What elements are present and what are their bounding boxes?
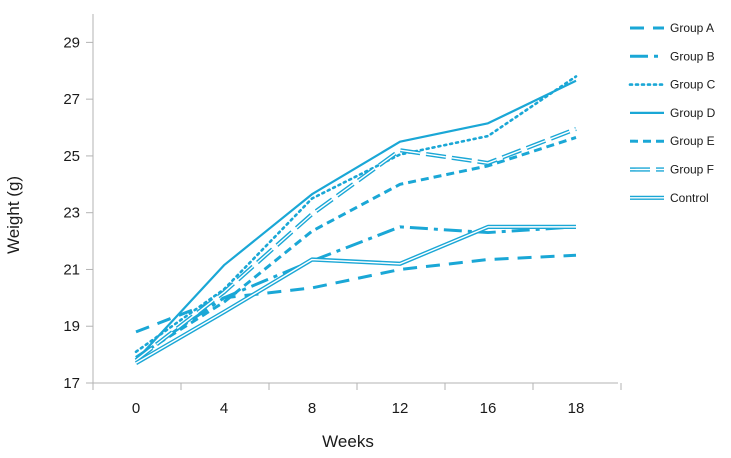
series-line-group-c xyxy=(134,75,578,354)
series-lines xyxy=(134,75,578,365)
legend-item-group-f: Group F xyxy=(630,163,714,177)
series-control xyxy=(134,224,576,365)
legend-item-control: Control xyxy=(630,191,709,205)
x-tick-label: 18 xyxy=(568,400,585,417)
legend-label: Control xyxy=(670,191,709,205)
series-group-a xyxy=(135,253,577,334)
series-group-c xyxy=(134,75,578,354)
series-line-control-inner xyxy=(135,226,576,364)
y-tick-label: 23 xyxy=(63,205,80,222)
legend-label: Group D xyxy=(670,106,716,120)
legend-item-group-b: Group B xyxy=(630,49,715,63)
y-tick-label: 27 xyxy=(63,91,80,108)
series-line-control xyxy=(134,224,576,365)
series-group-d xyxy=(135,79,577,362)
series-group-e xyxy=(135,136,577,359)
y-axis-title: Weight (g) xyxy=(4,176,23,254)
legend: Group A Group B Group C Group D Group E Group… xyxy=(628,21,716,205)
legend-label: Group B xyxy=(670,49,715,63)
series-group-b xyxy=(135,225,577,359)
y-axis-ticks: 17 19 21 23 25 27 29 xyxy=(63,34,93,392)
series-line-group-f-inner xyxy=(135,128,577,361)
x-tick-label: 8 xyxy=(308,400,316,417)
legend-item-group-c: Group C xyxy=(628,78,716,92)
legend-item-group-e: Group E xyxy=(630,134,715,148)
y-tick-label: 25 xyxy=(63,148,80,165)
x-axis-title: Weeks xyxy=(322,432,374,451)
plot-area: 17 19 21 23 25 27 29 0 4 8 12 16 18 xyxy=(63,14,622,417)
x-axis-ticks: 0 4 8 12 16 18 xyxy=(92,383,622,417)
legend-item-group-a: Group A xyxy=(630,21,714,35)
y-tick-label: 17 xyxy=(63,375,80,392)
legend-item-group-d: Group D xyxy=(630,106,716,120)
x-tick-label: 4 xyxy=(220,400,228,417)
y-tick-label: 29 xyxy=(63,34,80,51)
series-line-group-e xyxy=(135,136,577,359)
x-tick-label: 0 xyxy=(132,400,140,417)
x-tick-label: 16 xyxy=(480,400,497,417)
legend-label: Group A xyxy=(670,21,714,35)
series-line-group-a xyxy=(135,253,577,334)
y-tick-label: 19 xyxy=(63,318,80,335)
legend-label: Group F xyxy=(670,163,714,177)
series-line-group-b xyxy=(135,225,577,359)
series-line-group-d xyxy=(135,79,577,362)
x-tick-label: 12 xyxy=(392,400,409,417)
legend-label: Group E xyxy=(670,134,715,148)
y-tick-label: 21 xyxy=(63,261,80,278)
series-group-f xyxy=(134,127,577,362)
legend-label: Group C xyxy=(670,78,716,92)
